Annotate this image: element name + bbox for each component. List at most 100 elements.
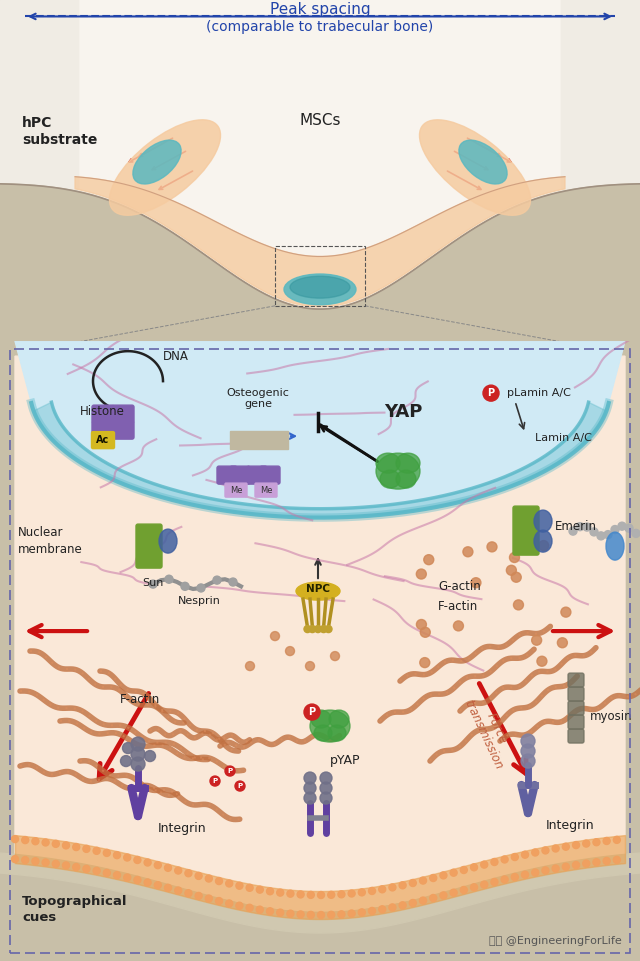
- Circle shape: [42, 859, 49, 866]
- Text: pLamin A/C: pLamin A/C: [507, 388, 571, 398]
- Circle shape: [83, 865, 90, 873]
- Text: P: P: [308, 707, 316, 717]
- Circle shape: [632, 530, 640, 537]
- Ellipse shape: [310, 710, 350, 742]
- Text: 头条 @EngineeringForLife: 头条 @EngineeringForLife: [489, 936, 622, 946]
- Text: Nuclear
membrane: Nuclear membrane: [18, 526, 83, 556]
- Circle shape: [73, 844, 80, 850]
- Circle shape: [314, 626, 321, 632]
- Text: Osteogenic
gene: Osteogenic gene: [227, 387, 289, 409]
- Circle shape: [420, 657, 430, 668]
- Circle shape: [266, 888, 273, 895]
- Circle shape: [120, 755, 131, 767]
- Circle shape: [297, 891, 304, 898]
- Text: Force
transmission: Force transmission: [461, 691, 518, 771]
- Text: P: P: [237, 783, 243, 789]
- Circle shape: [309, 626, 316, 632]
- Circle shape: [603, 857, 610, 865]
- Circle shape: [410, 899, 417, 906]
- FancyBboxPatch shape: [568, 729, 584, 743]
- Text: pYAP: pYAP: [330, 754, 360, 767]
- Ellipse shape: [311, 710, 331, 728]
- Circle shape: [304, 792, 316, 804]
- Ellipse shape: [159, 530, 177, 554]
- Circle shape: [52, 860, 60, 868]
- FancyBboxPatch shape: [92, 431, 115, 449]
- Circle shape: [593, 839, 600, 846]
- Circle shape: [369, 907, 376, 915]
- Circle shape: [144, 879, 151, 886]
- FancyBboxPatch shape: [260, 466, 280, 484]
- Circle shape: [416, 569, 426, 579]
- Ellipse shape: [459, 140, 507, 184]
- Ellipse shape: [606, 532, 624, 560]
- Circle shape: [576, 523, 584, 530]
- Polygon shape: [15, 341, 625, 518]
- Circle shape: [506, 565, 516, 576]
- Circle shape: [113, 851, 120, 859]
- Ellipse shape: [419, 120, 531, 215]
- Circle shape: [328, 911, 335, 919]
- Circle shape: [256, 886, 263, 893]
- Circle shape: [305, 661, 314, 671]
- Circle shape: [266, 908, 273, 915]
- Circle shape: [225, 766, 235, 776]
- Circle shape: [483, 385, 499, 401]
- Circle shape: [348, 890, 355, 897]
- Circle shape: [175, 887, 182, 894]
- Circle shape: [613, 836, 620, 844]
- Text: Lamin A/C: Lamin A/C: [535, 433, 592, 443]
- Circle shape: [235, 781, 245, 791]
- Circle shape: [542, 867, 549, 874]
- Circle shape: [195, 893, 202, 899]
- Ellipse shape: [376, 454, 420, 489]
- Circle shape: [557, 638, 568, 648]
- Text: Histone: Histone: [80, 405, 125, 418]
- Circle shape: [93, 868, 100, 875]
- Text: Ac: Ac: [97, 435, 109, 445]
- FancyBboxPatch shape: [136, 524, 162, 568]
- Circle shape: [429, 895, 436, 901]
- FancyBboxPatch shape: [230, 466, 250, 484]
- Circle shape: [185, 870, 192, 876]
- FancyBboxPatch shape: [217, 466, 237, 484]
- Text: P: P: [488, 388, 495, 398]
- FancyBboxPatch shape: [568, 673, 584, 687]
- Circle shape: [124, 854, 131, 861]
- Circle shape: [213, 577, 221, 584]
- Circle shape: [246, 904, 253, 911]
- Circle shape: [22, 837, 29, 844]
- Ellipse shape: [380, 470, 400, 488]
- Circle shape: [379, 886, 386, 893]
- Ellipse shape: [133, 140, 181, 184]
- Circle shape: [625, 524, 633, 532]
- Text: Emerin: Emerin: [555, 520, 597, 532]
- Circle shape: [618, 522, 626, 530]
- Circle shape: [539, 540, 548, 551]
- Circle shape: [317, 912, 324, 919]
- Circle shape: [307, 911, 314, 919]
- Circle shape: [471, 578, 481, 588]
- Circle shape: [131, 747, 145, 761]
- FancyBboxPatch shape: [230, 431, 288, 449]
- Polygon shape: [15, 357, 625, 911]
- Circle shape: [246, 884, 253, 891]
- FancyBboxPatch shape: [112, 406, 134, 423]
- Circle shape: [532, 849, 539, 856]
- Circle shape: [470, 884, 477, 891]
- FancyBboxPatch shape: [112, 421, 134, 439]
- Circle shape: [513, 600, 524, 610]
- Circle shape: [511, 572, 521, 582]
- FancyBboxPatch shape: [92, 406, 114, 423]
- Circle shape: [165, 576, 173, 583]
- Circle shape: [424, 554, 434, 565]
- Circle shape: [210, 776, 220, 786]
- Circle shape: [450, 869, 457, 876]
- Text: Integrin: Integrin: [158, 822, 207, 834]
- Circle shape: [537, 656, 547, 666]
- Circle shape: [501, 876, 508, 883]
- Circle shape: [358, 889, 365, 896]
- Ellipse shape: [396, 454, 420, 473]
- Text: Nesprin: Nesprin: [178, 596, 221, 606]
- Circle shape: [304, 626, 311, 632]
